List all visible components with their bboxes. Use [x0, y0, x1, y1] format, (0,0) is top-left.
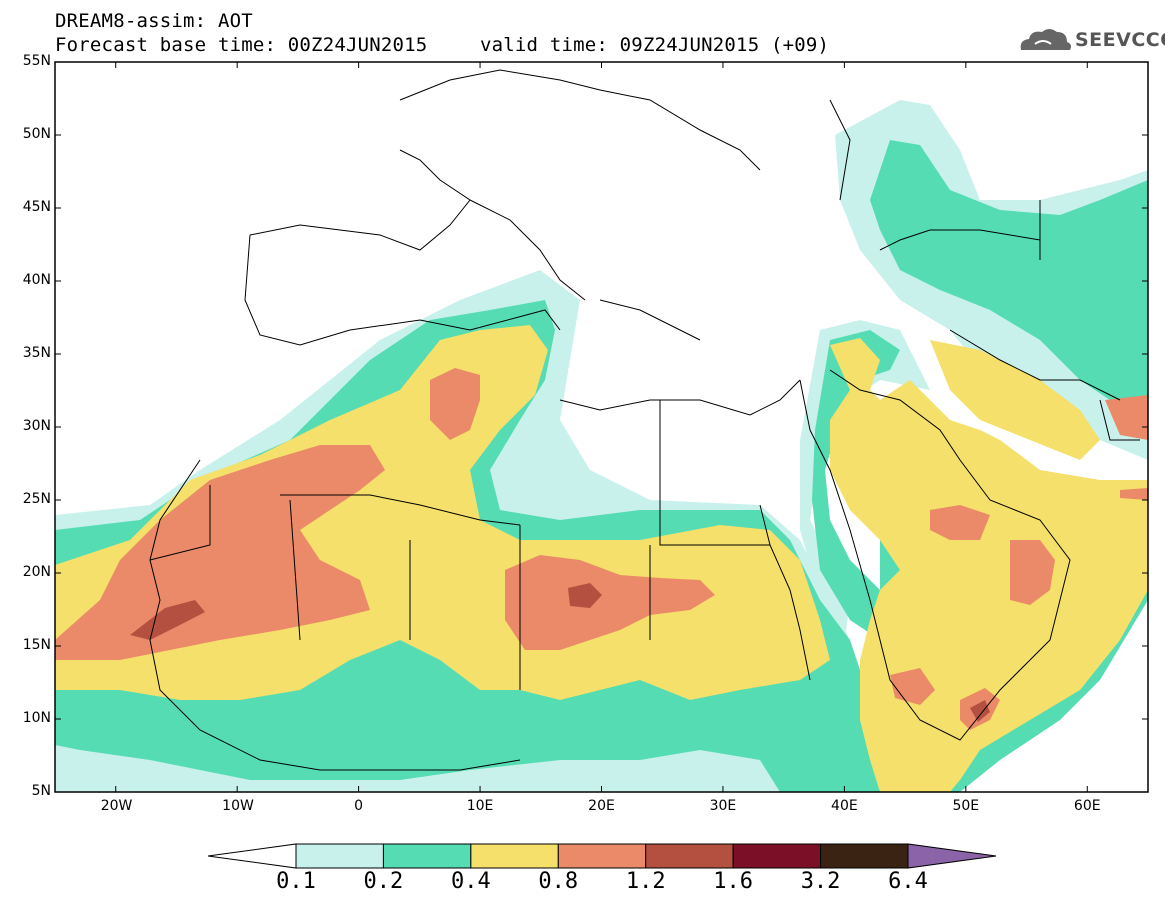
lat-tick-label: 45N — [22, 199, 51, 215]
lat-tick-label: 35N — [22, 345, 51, 361]
forecast-base-time: Forecast base time: 00Z24JUN2015 — [55, 34, 428, 56]
lon-tick-label: 10E — [466, 798, 494, 814]
colorbar-label: 0.2 — [363, 869, 404, 894]
lat-tick-label: 40N — [22, 272, 51, 288]
colorbar-label: 1.6 — [713, 869, 754, 894]
colorbar-label: 0.8 — [538, 869, 579, 894]
lon-tick-label: 30E — [709, 798, 737, 814]
colorbar-lower-arrow — [207, 843, 297, 869]
lon-tick-label: 50E — [952, 798, 980, 814]
colorbar-label: 3.2 — [800, 869, 841, 894]
colorbar-bin — [470, 843, 559, 869]
cloud-icon — [1020, 29, 1071, 50]
lat-tick-label: 55N — [22, 53, 51, 69]
colorbar-bin — [820, 843, 909, 869]
colorbar-label: 6.4 — [888, 869, 928, 894]
lat-tick-label: 10N — [22, 710, 51, 726]
lon-tick-label: 10W — [222, 798, 254, 814]
lon-tick-label: 20E — [588, 798, 615, 814]
colorbar-bin — [645, 843, 734, 869]
lat-tick-label: 15N — [22, 637, 51, 653]
lat-tick-label: 25N — [22, 491, 51, 507]
colorbar-bin — [382, 843, 472, 869]
colorbar-upper-arrow — [907, 843, 997, 869]
colorbar-bin — [557, 843, 647, 869]
lon-tick-label: 20W — [100, 798, 133, 814]
colorbar-label: 0.1 — [276, 869, 316, 894]
lon-tick-label: 0 — [354, 798, 364, 814]
lon-tick-label: 60E — [1073, 798, 1101, 814]
lat-tick-label: 30N — [22, 418, 51, 434]
lat-tick-label: 20N — [22, 564, 51, 580]
colorbar-bin — [732, 843, 822, 869]
colorbar-bin — [295, 843, 384, 869]
map-title: DREAM8-assim: AOT — [55, 10, 253, 32]
lon-tick-label: 40E — [831, 798, 858, 814]
color-bar — [207, 843, 997, 869]
lat-tick-label: 5N — [31, 783, 51, 799]
lat-tick-label: 50N — [22, 126, 51, 142]
valid-time: valid time: 09Z24JUN2015 (+09) — [480, 34, 830, 56]
colorbar-label: 1.2 — [625, 869, 666, 894]
logo-text: SEEVCCC — [1075, 29, 1165, 51]
colorbar-label: 0.4 — [450, 869, 491, 894]
aot-field — [55, 62, 1148, 792]
